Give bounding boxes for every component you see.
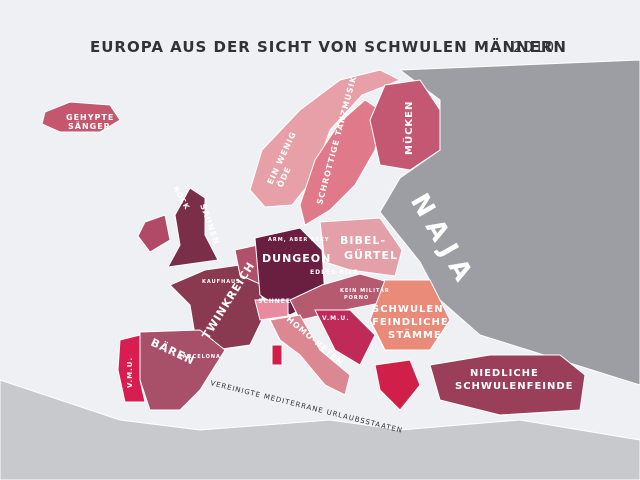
region-label: KAUFHAUS: [202, 279, 241, 285]
region-label: PORNO: [344, 295, 369, 301]
region-label: DUNGEON: [262, 252, 331, 265]
region-label: SCHWULENFEINDE: [455, 381, 574, 392]
region-label: EDLES BIER: [310, 269, 359, 276]
greece: [374, 359, 421, 411]
region-label: BIBEL-: [340, 234, 386, 247]
norway: [249, 69, 402, 208]
uk: [167, 187, 219, 268]
turkey: [429, 354, 586, 416]
region-label: SÄNGER: [68, 121, 111, 131]
region-label: V.M.U.: [126, 357, 134, 388]
region-label: MÜCKEN: [401, 101, 415, 155]
poland: [319, 217, 403, 277]
region-label: SCHNEE: [258, 298, 291, 305]
region-label: NIEDLICHE: [470, 368, 539, 379]
region-label: STÄMME: [388, 327, 442, 341]
region-label: GEHYPTE: [66, 113, 114, 122]
region-label: KEIN MILITÄR: [340, 287, 390, 294]
portugal: [117, 334, 146, 403]
region-label: SCHWULEN-: [372, 304, 449, 315]
ireland: [137, 214, 171, 253]
africa: [0, 379, 640, 480]
region-label: GÜRTEL: [344, 248, 398, 262]
region-label: BARCELONA: [178, 354, 221, 360]
finland: [369, 79, 441, 171]
balkans: [314, 309, 376, 366]
switzerland: [254, 299, 289, 321]
iceland: [41, 101, 121, 133]
title: EUROPA AUS DER SICHT VON SCHWULEN MÄNNER…: [90, 37, 567, 56]
land: [0, 59, 640, 480]
region-label: ARM, ABER SEXY: [268, 237, 330, 243]
sardinia: [271, 344, 283, 366]
italy: [269, 314, 351, 396]
romania-bulgaria: [369, 279, 451, 351]
title-year: 2010: [513, 38, 555, 56]
spain: [139, 329, 226, 411]
region-label: V.M.U.: [322, 315, 350, 322]
region-label: FEINDLICHE: [372, 317, 449, 328]
france: [169, 264, 263, 351]
